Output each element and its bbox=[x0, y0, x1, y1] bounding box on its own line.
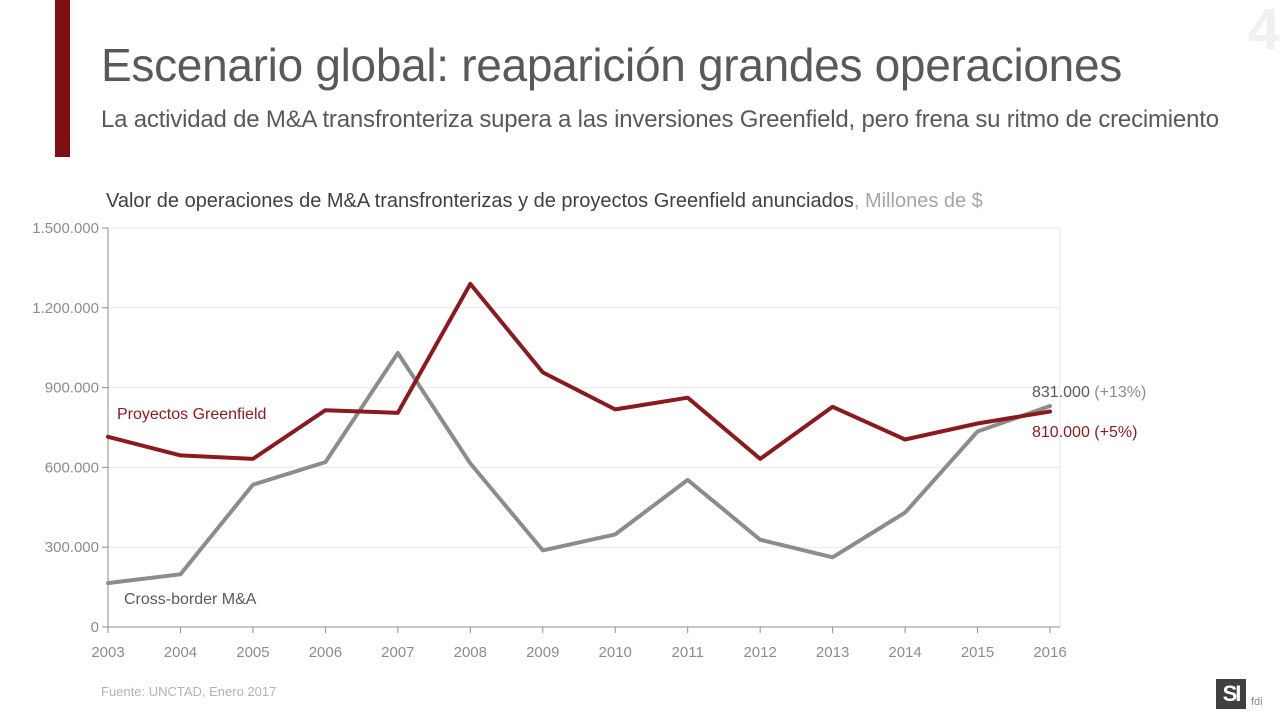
x-tick-label: 2014 bbox=[888, 644, 921, 661]
y-tick-label: 600.000 bbox=[45, 459, 99, 476]
x-tick-label: 2015 bbox=[961, 644, 994, 661]
chart-title-text: Valor de operaciones de M&A transfronter… bbox=[106, 190, 854, 212]
logo-subtext: fdi bbox=[1251, 696, 1263, 708]
source-note: Fuente: UNCTAD, Enero 2017 bbox=[101, 684, 277, 699]
end-value-mna: 831.000 bbox=[1032, 384, 1090, 401]
series-line-greenfield bbox=[106, 281, 1052, 461]
chart-unit: , Millones de $ bbox=[853, 190, 983, 212]
chart-title: Valor de operaciones de M&A transfronter… bbox=[106, 190, 983, 213]
y-tick-label: 900.000 bbox=[45, 380, 99, 397]
x-tick-label: 2008 bbox=[454, 644, 487, 661]
end-label-greenfield: 810.000 (+5%) bbox=[1032, 424, 1137, 441]
slide-title: Escenario global: reaparición grandes op… bbox=[101, 39, 1122, 91]
y-tick-label: 1.500.000 bbox=[32, 220, 99, 237]
series-label-mna: Cross-border M&A bbox=[124, 591, 257, 608]
end-label-mna: 831.000 (+13%) bbox=[1032, 384, 1146, 401]
y-tick-label: 1.200.000 bbox=[32, 300, 99, 317]
x-tick-label: 2007 bbox=[381, 644, 414, 661]
end-change-mna: (+13%) bbox=[1090, 384, 1146, 401]
end-value-greenfield: 810.000 bbox=[1032, 424, 1090, 441]
x-tick-label: 2013 bbox=[816, 644, 849, 661]
series-line-mna bbox=[106, 351, 1052, 586]
x-tick-label: 2012 bbox=[743, 644, 776, 661]
x-tick-label: 2016 bbox=[1033, 644, 1066, 661]
x-tick-label: 2010 bbox=[599, 644, 632, 661]
x-tick-label: 2004 bbox=[164, 644, 197, 661]
x-tick-label: 2011 bbox=[672, 644, 704, 661]
slide-subtitle: La actividad de M&A transfronteriza supe… bbox=[101, 106, 1219, 133]
y-tick-label: 300.000 bbox=[45, 539, 99, 556]
y-tick-label: 0 bbox=[91, 619, 99, 636]
slide-number: 4 bbox=[1247, 0, 1280, 62]
end-change-greenfield: (+5%) bbox=[1090, 424, 1138, 441]
accent-bar bbox=[55, 0, 70, 157]
logo: SI bbox=[1216, 679, 1246, 709]
x-tick-label: 2009 bbox=[526, 644, 559, 661]
x-tick-label: 2003 bbox=[91, 644, 124, 661]
series-label-greenfield: Proyectos Greenfield bbox=[117, 406, 266, 423]
x-tick-label: 2006 bbox=[309, 644, 342, 661]
x-tick-label: 2005 bbox=[236, 644, 269, 661]
